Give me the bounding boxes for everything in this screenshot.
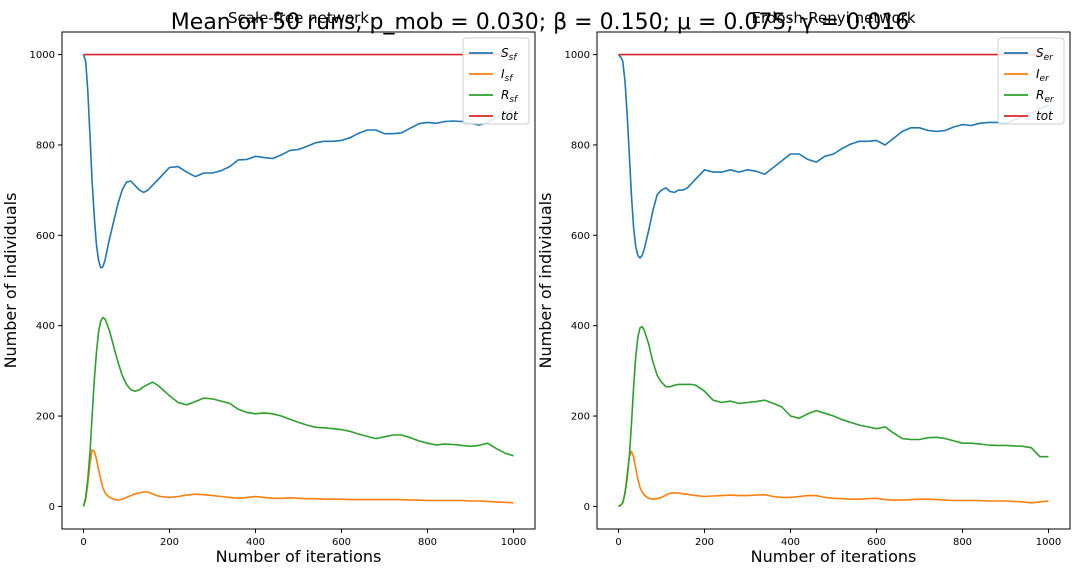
y-tick-label: 800 — [36, 140, 55, 151]
legend-label: Isf — [501, 67, 514, 84]
legend-item-I-er: Ier — [1004, 67, 1050, 84]
series-line-S-er — [617, 54, 1049, 259]
x-axis-label: Number of iterations — [751, 547, 917, 566]
y-tick-label: 600 — [571, 231, 590, 242]
legend-label: Ser — [1036, 46, 1054, 63]
x-tick-label: 0 — [80, 537, 86, 548]
y-axis-label: Number of individuals — [1, 193, 20, 369]
y-tick-label: 600 — [36, 231, 55, 242]
x-tick-label: 800 — [953, 537, 972, 548]
y-tick-label: 0 — [584, 502, 590, 513]
legend-box — [997, 37, 1065, 125]
subplot-title: Scale-free network — [228, 9, 369, 27]
legend-label: tot — [501, 109, 519, 123]
x-tick-label: 600 — [332, 537, 351, 548]
y-axis-label: Number of individuals — [536, 193, 555, 369]
legend-item-I-sf: Isf — [469, 67, 514, 84]
legend-label: Ier — [1036, 67, 1050, 84]
legend-label: tot — [1036, 109, 1054, 123]
legend: Ssf Isf Rsf tot — [462, 37, 530, 125]
figure-suptitle: Mean on 50 runs, p_mob = 0.030; β = 0.15… — [171, 10, 909, 35]
x-tick-label: 200 — [160, 537, 179, 548]
y-tick-label: 1000 — [30, 50, 55, 61]
x-tick-label: 1000 — [1036, 537, 1061, 548]
legend-item-R-sf: Rsf — [469, 88, 519, 105]
series-line-R-er — [618, 325, 1049, 508]
x-tick-label: 400 — [246, 537, 265, 548]
legend-label: Rsf — [501, 88, 519, 105]
y-tick-label: 200 — [571, 412, 590, 423]
legend: Ser Ier Rer tot — [997, 37, 1065, 125]
axes-frame — [61, 31, 536, 530]
y-tick-label: 400 — [571, 321, 590, 332]
series-line-R-sf — [82, 316, 514, 507]
x-tick-label: 1000 — [501, 537, 526, 548]
series-line-I-sf — [82, 449, 514, 507]
x-axis-label: Number of iterations — [216, 547, 382, 566]
y-tick-label: 0 — [49, 502, 55, 513]
x-tick-label: 0 — [615, 537, 621, 548]
x-tick-label: 400 — [781, 537, 800, 548]
subplot-title: Erdosh-Renyi network — [751, 9, 915, 27]
legend-label: Ssf — [501, 46, 518, 63]
legend-item-tot: tot — [1004, 109, 1054, 123]
legend-item-R-er: Rer — [1004, 88, 1055, 105]
legend-item-S-sf: Ssf — [469, 46, 518, 63]
series-line-S-sf — [82, 54, 514, 269]
axes-layer: 0 200 400 600 800 1000 0 200 400 600 800 1000 Number… — [1, 9, 1071, 566]
legend-box — [462, 37, 530, 125]
x-tick-label: 600 — [867, 537, 886, 548]
y-tick-label: 800 — [571, 140, 590, 151]
series-line-I-er — [618, 450, 1049, 508]
y-tick-label: 1000 — [565, 50, 590, 61]
y-tick-label: 400 — [36, 321, 55, 332]
x-tick-label: 800 — [418, 537, 437, 548]
legend-item-S-er: Ser — [1004, 46, 1054, 63]
legend-item-tot: tot — [469, 109, 519, 123]
y-tick-label: 200 — [36, 412, 55, 423]
legend-label: Rer — [1036, 88, 1055, 105]
chart-panel-1: 0 200 400 600 800 1000 0 200 400 600 800 1000 Number… — [1, 9, 536, 566]
axes-frame — [596, 31, 1071, 530]
x-tick-label: 200 — [695, 537, 714, 548]
chart-panel-2: 0 200 400 600 800 1000 0 200 400 600 800 1000 Number… — [536, 9, 1071, 566]
